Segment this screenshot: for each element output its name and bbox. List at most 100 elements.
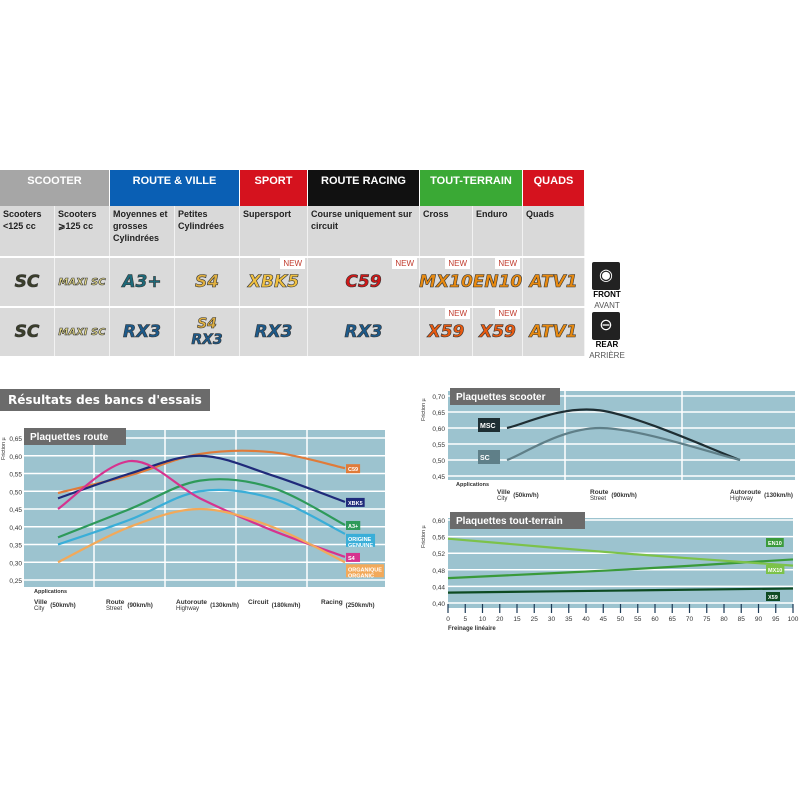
category-header-0[interactable]: SCOOTER [0, 170, 110, 206]
front-pad-cell[interactable]: ATV1 [523, 258, 585, 306]
y-tick-label: 0,40 [9, 525, 22, 532]
pad-logo: MAXI SC [58, 276, 106, 288]
chart-title-box [450, 512, 585, 529]
category-header-1[interactable]: ROUTE & VILLE [110, 170, 240, 206]
x-tick-label: 20 [496, 616, 504, 623]
rear-pad-cell[interactable]: X59 NEW [420, 308, 473, 356]
series-line-organique-organic [57, 507, 346, 564]
scooter-chart: 0,45 0,50 0,55 0,60 0,65 0,70 Friction µ Plaque… [421, 388, 795, 502]
x-category-alt: City [34, 606, 44, 612]
category-header-4[interactable]: TOUT-TERRAIN [420, 170, 523, 206]
series-label: SC [480, 455, 490, 462]
rear-pad-cell[interactable]: MAXI SC [55, 308, 110, 356]
y-tick-label: 0,56 [432, 535, 445, 542]
x-tick-label: 40 [582, 616, 590, 623]
y-tick-label: 0,65 [9, 436, 22, 443]
x-category-label: Route [590, 489, 609, 496]
series-label: XBK5 [348, 501, 363, 507]
new-badge: NEW [280, 258, 305, 269]
rear-pad-cell[interactable]: RX3 [308, 308, 420, 356]
y-tick-label: 0,65 [432, 410, 445, 417]
y-tick-label: 0,44 [432, 584, 445, 591]
category-header-2[interactable]: SPORT [240, 170, 308, 206]
series-line-x59 [447, 587, 794, 594]
x-tick-label: 55 [634, 616, 642, 623]
rear-pad-cell[interactable]: RX3 [240, 308, 308, 356]
front-sublabel: AVANT [594, 301, 620, 310]
category-header-5[interactable]: QUADS [523, 170, 585, 206]
rear-pad-cell[interactable]: SC [0, 308, 55, 356]
chart-title: Plaquettes scooter [456, 392, 546, 403]
series-label: S4 [348, 556, 356, 562]
new-badge: NEW [392, 258, 417, 269]
y-tick-label: 0,45 [9, 507, 22, 514]
rear-pad-cell[interactable]: ATV1 [523, 308, 585, 356]
series-label-box [346, 520, 361, 530]
y-tick-label: 0,30 [9, 560, 22, 567]
series-line-sc [506, 426, 741, 462]
x-category-speed: (50km/h) [50, 602, 75, 609]
series-label-box [478, 450, 500, 464]
subcategory-label: Enduro [473, 206, 523, 256]
series-label-box [766, 565, 785, 574]
category-header-3[interactable]: ROUTE RACING [308, 170, 420, 206]
x-tick-label: 50 [617, 616, 625, 623]
front-pad-cell[interactable]: A3+ [110, 258, 175, 306]
subcategory-label: Scooters <125 cc [0, 206, 55, 256]
x-tick-label: 65 [669, 616, 677, 623]
y-tick-label: 0,50 [9, 489, 22, 496]
x-category-speed: (130km/h) [764, 492, 793, 499]
x-tick-label: 85 [738, 616, 746, 623]
rear-brake-icon: ⊖ [592, 312, 620, 340]
front-pad-cell[interactable]: XBK5 NEW [240, 258, 308, 306]
front-pad-cell[interactable]: EN10 NEW [472, 258, 523, 306]
pad-logo: SC [14, 322, 40, 343]
pad-logo: S4 [197, 316, 217, 333]
section-title: Résultats des bancs d'essais [0, 389, 210, 411]
front-label: FRONT [593, 290, 621, 299]
rear-pad-cell[interactable]: S4 RX3 [175, 308, 240, 356]
y-tick-label: 0,35 [9, 543, 22, 550]
x-category-label: Circuit [248, 599, 269, 606]
x-tick-label: 100 [788, 616, 799, 623]
rear-pad-cell[interactable]: RX3 [110, 308, 175, 356]
x-tick-label: 60 [651, 616, 659, 623]
series-label-box [766, 592, 780, 601]
chart-title: Plaquettes tout-terrain [456, 516, 563, 527]
series-label-box [346, 464, 361, 474]
front-pad-cell[interactable]: MX10 NEW [419, 258, 473, 306]
x-category-speed: (250km/h) [346, 602, 375, 609]
x-tick-label: 10 [479, 616, 487, 623]
x-category-alt: Street [106, 606, 122, 612]
subcategory-label: Quads [523, 206, 585, 256]
front-pad-cell[interactable]: S4 [175, 258, 240, 306]
rear-pad-cell[interactable]: X59 NEW [473, 308, 523, 356]
x-category-label: Autoroute [176, 599, 207, 606]
y-tick-label: 0,55 [432, 442, 445, 449]
x-tick-label: 5 [463, 616, 467, 623]
x-tick-label: 25 [531, 616, 539, 623]
series-label: EN10 [768, 541, 782, 547]
subcategory-label: Supersport [240, 206, 308, 256]
y-tick-label: 0,70 [432, 394, 445, 401]
front-pad-cell[interactable]: MAXI SC [55, 258, 110, 306]
y-axis-label: Friction µ [1, 436, 7, 460]
subcategory-label: Scooters ⩾125 cc [55, 206, 110, 256]
series-label-box [346, 497, 365, 507]
series-label: X59 [768, 595, 778, 601]
y-tick-label: 0,40 [432, 601, 445, 608]
series-label-box [346, 533, 376, 547]
pad-logo: MAXI SC [58, 326, 106, 338]
x-category-alt: City [497, 496, 507, 502]
x-axis-prefix: Applications [456, 482, 489, 488]
subcategory-label: Course uniquement sur circuit [308, 206, 420, 256]
front-pad-cell[interactable]: C59 NEW [308, 258, 420, 306]
front-pad-cell[interactable]: SC [0, 258, 55, 306]
series-label: A3+ [348, 524, 358, 530]
pad-logo: RX3 [344, 322, 383, 343]
pad-logo: XBK5 [247, 272, 300, 293]
x-category-label: Racing [321, 599, 343, 606]
y-axis-label: Friction µ [421, 397, 427, 421]
chart-title: Plaquettes route [30, 432, 109, 443]
new-badge: NEW [445, 258, 470, 269]
